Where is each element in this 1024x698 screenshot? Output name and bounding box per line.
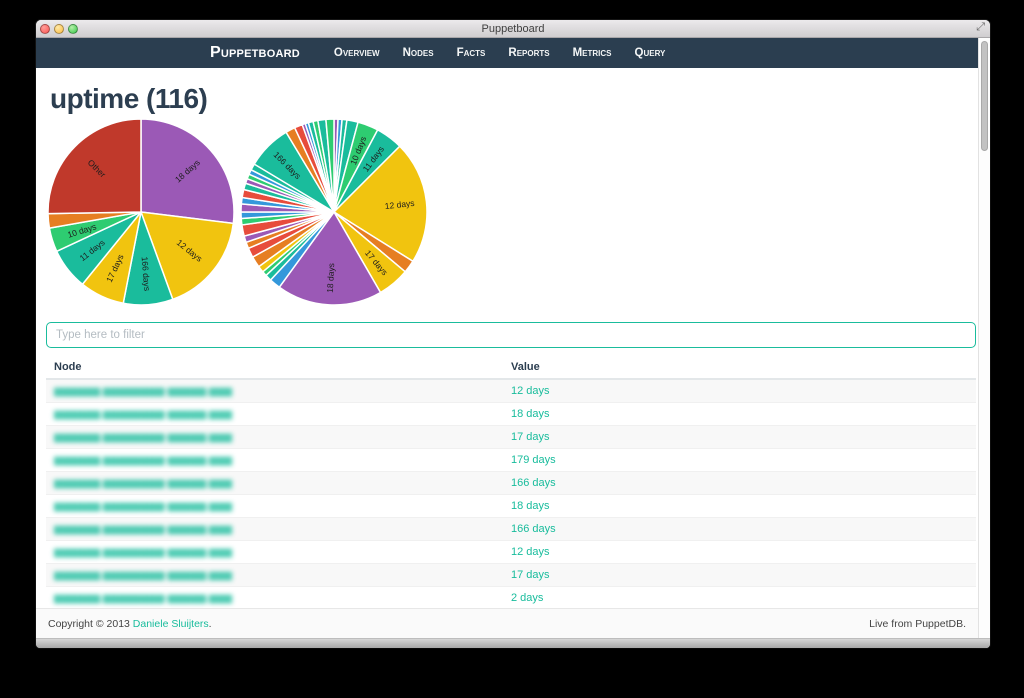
table-row: ▆▆▆▆▆▆.▆▆▆▆▆▆▆▆-▆▆▆▆▆.▆▆▆ 18 days	[46, 494, 976, 518]
pie-slice-18-days	[140, 118, 235, 225]
table-row: ▆▆▆▆▆▆.▆▆▆▆▆▆▆▆-▆▆▆▆▆.▆▆▆ 12 days	[46, 379, 976, 403]
copyright-text: Copyright © 2013 Daniele Sluijters.	[48, 617, 212, 630]
table-row: ▆▆▆▆▆▆.▆▆▆▆▆▆▆▆-▆▆▆▆▆.▆▆▆ 17 days	[46, 563, 976, 587]
column-header-value[interactable]: Value	[503, 355, 976, 380]
node-link-redacted[interactable]: ▆▆▆▆▆▆.▆▆▆▆▆▆▆▆-▆▆▆▆▆.▆▆▆	[54, 478, 233, 489]
pie-slice-12-days	[333, 145, 428, 263]
table-row: ▆▆▆▆▆▆.▆▆▆▆▆▆▆▆-▆▆▆▆▆.▆▆▆ 12 days	[46, 540, 976, 564]
vertical-scrollbar-thumb[interactable]	[981, 41, 988, 151]
fullscreen-resize-icon[interactable]: ⤢	[976, 21, 985, 33]
zoom-button[interactable]	[68, 24, 78, 34]
table-row: ▆▆▆▆▆▆.▆▆▆▆▆▆▆▆-▆▆▆▆▆.▆▆▆ 2 days	[46, 586, 976, 608]
value-link[interactable]: 17 days	[511, 569, 550, 581]
nav-item-facts[interactable]: Facts	[456, 47, 486, 59]
table-row: ▆▆▆▆▆▆.▆▆▆▆▆▆▆▆-▆▆▆▆▆.▆▆▆ 18 days	[46, 402, 976, 426]
fact-value-table: Node Value ▆▆▆▆▆▆.▆▆▆▆▆▆▆▆-▆▆▆▆▆.▆▆▆ 12 d…	[46, 355, 976, 608]
pie-slice-label: 18 days	[325, 263, 337, 293]
node-link-redacted[interactable]: ▆▆▆▆▆▆.▆▆▆▆▆▆▆▆-▆▆▆▆▆.▆▆▆	[54, 455, 233, 466]
node-link-redacted[interactable]: ▆▆▆▆▆▆.▆▆▆▆▆▆▆▆-▆▆▆▆▆.▆▆▆	[54, 501, 233, 512]
value-link[interactable]: 12 days	[511, 546, 550, 558]
puppetdb-status-text: Live from PuppetDB.	[869, 617, 966, 630]
table-row: ▆▆▆▆▆▆.▆▆▆▆▆▆▆▆-▆▆▆▆▆.▆▆▆ 166 days	[46, 517, 976, 541]
page-footer: Copyright © 2013 Daniele Sluijters. Live…	[36, 608, 978, 638]
node-link-redacted[interactable]: ▆▆▆▆▆▆.▆▆▆▆▆▆▆▆-▆▆▆▆▆.▆▆▆	[54, 547, 233, 558]
nav-item-reports[interactable]: Reports	[508, 47, 550, 59]
node-link-redacted[interactable]: ▆▆▆▆▆▆.▆▆▆▆▆▆▆▆-▆▆▆▆▆.▆▆▆	[54, 432, 233, 443]
navbar-menu: Overview Nodes Facts Reports Metrics Query	[334, 47, 666, 59]
navbar: Puppetboard Overview Nodes Facts Reports Met…	[36, 38, 978, 68]
pie-slice	[325, 118, 335, 213]
value-link[interactable]: 2 days	[511, 592, 544, 604]
value-link[interactable]: 166 days	[511, 523, 556, 535]
pie-slice-18-days	[278, 211, 382, 306]
node-link-redacted[interactable]: ▆▆▆▆▆▆.▆▆▆▆▆▆▆▆-▆▆▆▆▆.▆▆▆	[54, 593, 233, 604]
window-controls	[40, 24, 78, 34]
pie-slice-Other	[47, 118, 142, 215]
app-window: Puppetboard ⤢ Puppetboard Overview Nodes F…	[36, 20, 990, 648]
pie-slice-label: 166 days	[140, 256, 153, 291]
value-link[interactable]: 17 days	[511, 431, 550, 443]
author-link[interactable]: Daniele Sluijters	[132, 617, 209, 630]
value-link[interactable]: 12 days	[511, 385, 550, 397]
column-header-node[interactable]: Node	[46, 355, 503, 380]
minimize-button[interactable]	[54, 24, 64, 34]
close-button[interactable]	[40, 24, 50, 34]
filter-input[interactable]	[46, 322, 976, 348]
node-link-redacted[interactable]: ▆▆▆▆▆▆.▆▆▆▆▆▆▆▆-▆▆▆▆▆.▆▆▆	[54, 386, 233, 397]
window-title: Puppetboard	[481, 23, 545, 35]
table-row: ▆▆▆▆▆▆.▆▆▆▆▆▆▆▆-▆▆▆▆▆.▆▆▆ 179 days	[46, 448, 976, 472]
uptime-pie-charts: 18 days 12 days 166 days 17 days 11 days 10 d…	[46, 117, 978, 309]
value-link[interactable]: 179 days	[511, 454, 556, 466]
pie-slice-label: 12 days	[384, 198, 415, 211]
navbar-brand[interactable]: Puppetboard	[210, 44, 300, 61]
table-row: ▆▆▆▆▆▆.▆▆▆▆▆▆▆▆-▆▆▆▆▆.▆▆▆ 17 days	[46, 425, 976, 449]
main-content: uptime (116) 18 days 12 days 166 days 17 da…	[36, 68, 978, 608]
node-link-redacted[interactable]: ▆▆▆▆▆▆.▆▆▆▆▆▆▆▆-▆▆▆▆▆.▆▆▆	[54, 524, 233, 535]
value-link[interactable]: 18 days	[511, 500, 550, 512]
window-bottom-edge	[36, 638, 990, 648]
value-link[interactable]: 166 days	[511, 477, 556, 489]
nav-item-overview[interactable]: Overview	[333, 47, 380, 59]
node-link-redacted[interactable]: ▆▆▆▆▆▆.▆▆▆▆▆▆▆▆-▆▆▆▆▆.▆▆▆	[54, 570, 233, 581]
table-row: ▆▆▆▆▆▆.▆▆▆▆▆▆▆▆-▆▆▆▆▆.▆▆▆ 166 days	[46, 471, 976, 495]
nav-item-metrics[interactable]: Metrics	[572, 47, 612, 59]
vertical-scrollbar-track[interactable]	[978, 38, 990, 638]
window-titlebar[interactable]: Puppetboard ⤢	[36, 20, 990, 38]
node-link-redacted[interactable]: ▆▆▆▆▆▆.▆▆▆▆▆▆▆▆-▆▆▆▆▆.▆▆▆	[54, 409, 233, 420]
nav-item-nodes[interactable]: Nodes	[402, 47, 434, 59]
page-title: uptime (116)	[50, 83, 208, 114]
pie-slice-12-days	[140, 211, 235, 301]
value-link[interactable]: 18 days	[511, 408, 550, 420]
nav-item-query[interactable]: Query	[634, 47, 666, 59]
